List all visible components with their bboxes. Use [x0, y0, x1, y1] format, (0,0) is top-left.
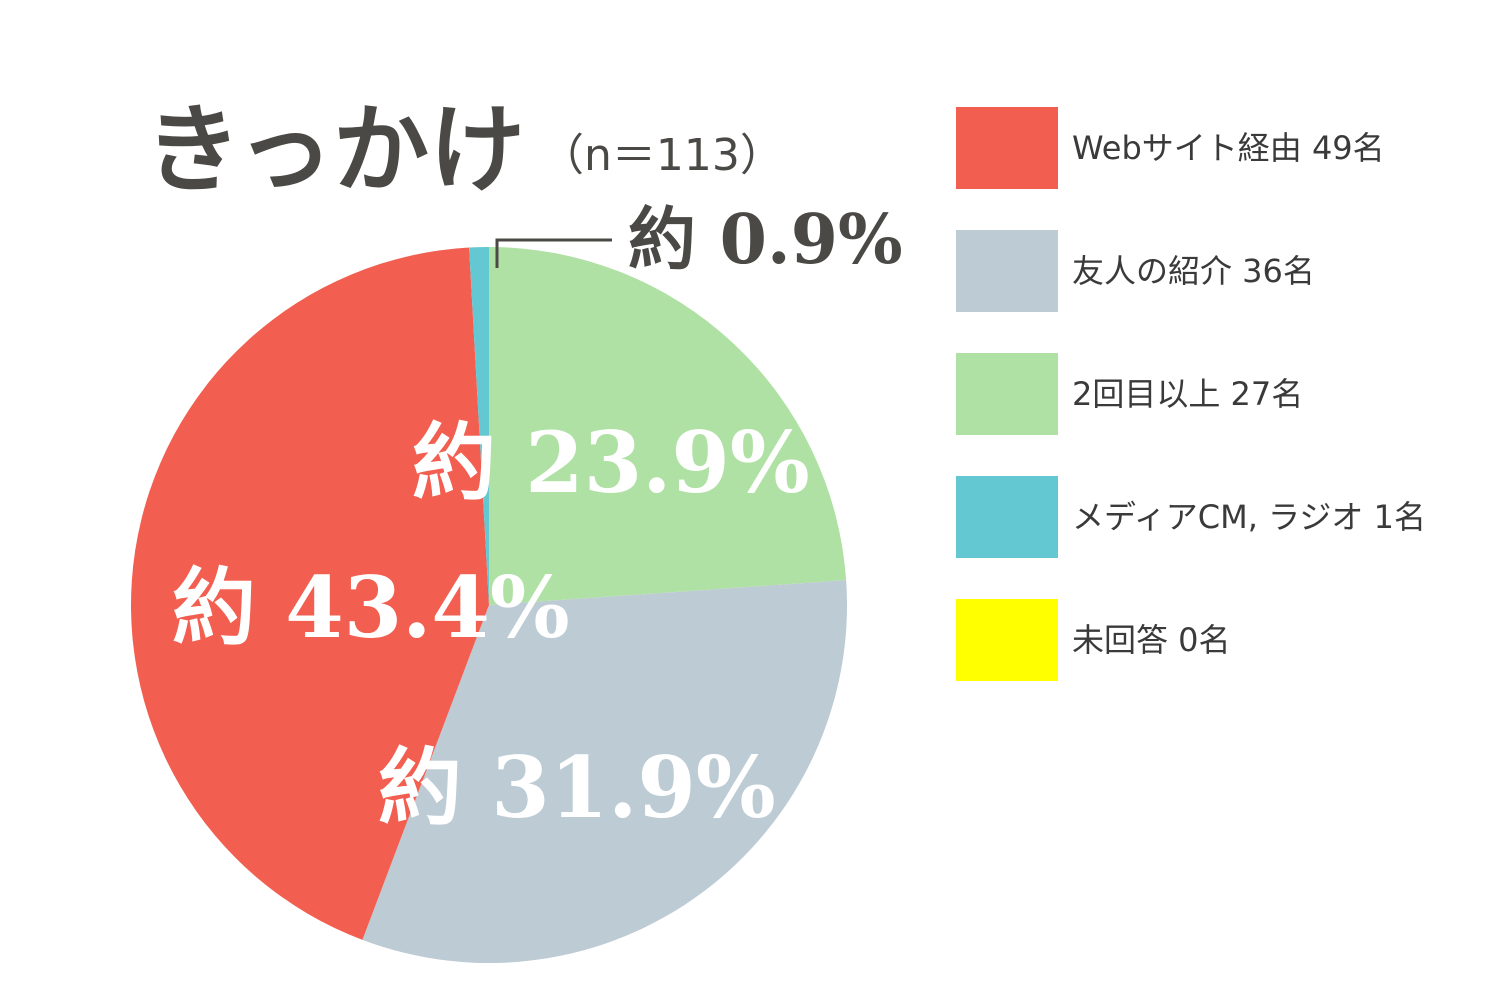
legend-label: Webサイト経由 49名 — [1072, 129, 1385, 167]
legend-swatch — [956, 107, 1058, 189]
slice-percent-label: 約 23.9% — [412, 413, 810, 512]
pie-slice — [469, 247, 489, 605]
legend-swatch — [956, 599, 1058, 681]
legend-label: メディアCM, ラジオ 1名 — [1072, 498, 1426, 536]
legend-swatch — [956, 353, 1058, 435]
slice-percent-label: 約 43.4% — [172, 558, 570, 657]
pie-slice — [130, 247, 489, 940]
legend-label: 友人の紹介 36名 — [1072, 252, 1315, 290]
legend-label: 未回答 0名 — [1072, 621, 1231, 659]
pie-slice — [362, 580, 848, 963]
pie-slice — [489, 247, 847, 605]
legend-label: 2回目以上 27名 — [1072, 375, 1303, 413]
pie-labels: 約 23.9% 約 43.4% 約 31.9% 約 0.9% — [172, 200, 903, 837]
chart-subtitle: （n＝113） — [540, 130, 784, 181]
slice-percent-label: 約 31.9% — [378, 738, 776, 837]
legend-swatch — [956, 476, 1058, 558]
chart-title: きっかけ — [145, 94, 525, 206]
callout-percent-label: 約 0.9% — [628, 200, 903, 280]
legend-swatch — [956, 230, 1058, 312]
pie-slices — [130, 247, 848, 963]
callout-leader-line — [495, 238, 612, 268]
